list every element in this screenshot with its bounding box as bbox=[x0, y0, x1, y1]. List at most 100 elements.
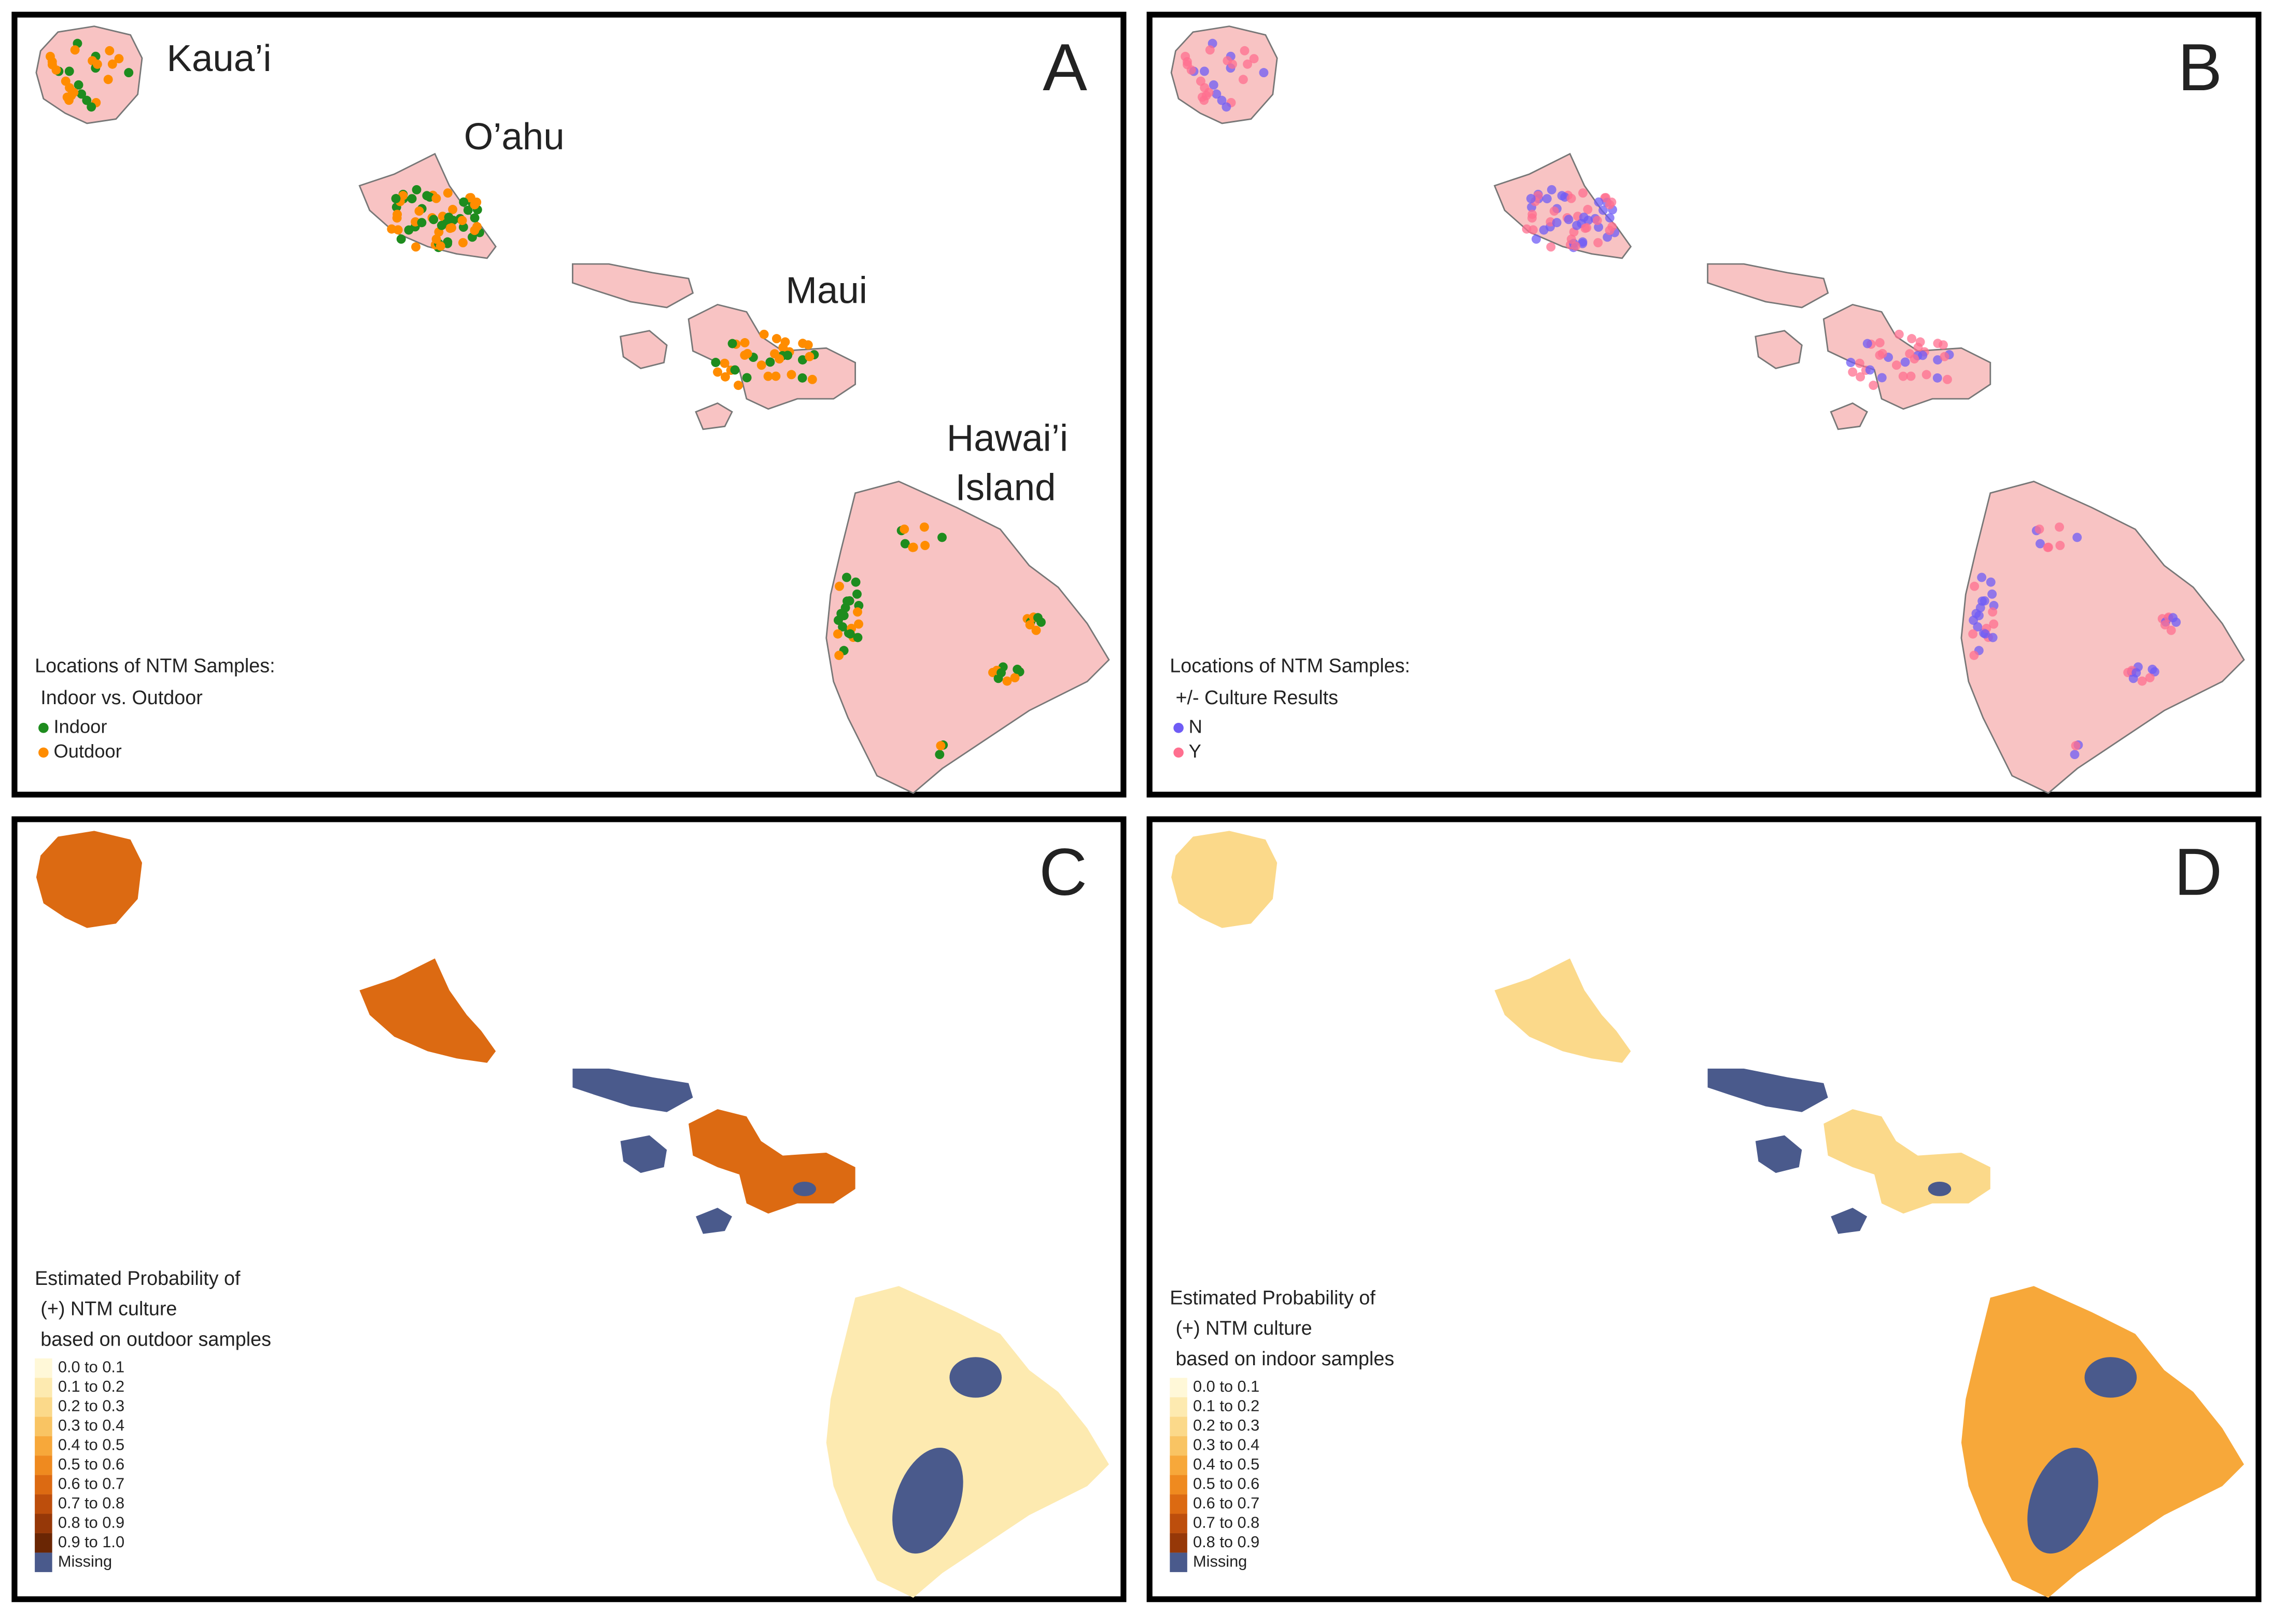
island bbox=[35, 25, 143, 124]
sample-point bbox=[854, 619, 864, 629]
sample-point bbox=[1209, 80, 1218, 90]
legend-label: 0.8 to 0.9 bbox=[1193, 1533, 1259, 1551]
sample-point bbox=[842, 572, 851, 582]
island-label: Kaua’i bbox=[167, 37, 272, 79]
sample-point bbox=[900, 539, 910, 549]
sample-point bbox=[1583, 205, 1593, 214]
sample-point bbox=[1968, 629, 1978, 639]
legend-swatch bbox=[1170, 1494, 1187, 1514]
sample-point bbox=[1243, 59, 1252, 69]
sample-point bbox=[1196, 76, 1205, 86]
sample-point bbox=[720, 358, 729, 368]
sample-point bbox=[2035, 524, 2044, 534]
sample-point bbox=[734, 381, 743, 390]
sample-point bbox=[763, 371, 773, 381]
sample-point bbox=[1970, 581, 1980, 591]
sample-point bbox=[1240, 46, 1250, 55]
sample-point bbox=[431, 234, 441, 244]
legend-label: 0.4 to 0.5 bbox=[58, 1436, 124, 1454]
sample-point bbox=[1605, 226, 1615, 235]
sample-point bbox=[1582, 223, 1592, 233]
sample-point bbox=[1940, 352, 1949, 361]
sample-point bbox=[1987, 589, 1997, 599]
sample-point bbox=[2043, 542, 2053, 552]
sample-point bbox=[1918, 351, 1928, 360]
sample-point bbox=[838, 622, 847, 632]
panel-letter: A bbox=[1043, 31, 1087, 105]
legend-swatch bbox=[35, 1436, 52, 1456]
missing-area bbox=[2084, 1357, 2137, 1398]
sample-point bbox=[1846, 358, 1856, 367]
sample-point bbox=[765, 357, 775, 367]
legend-label: 0.6 to 0.7 bbox=[58, 1474, 124, 1492]
legend-swatch bbox=[1173, 747, 1184, 758]
legend-title: Estimated Probability of bbox=[35, 1267, 241, 1289]
sample-point bbox=[64, 66, 74, 76]
legend-label: 0.5 to 0.6 bbox=[58, 1455, 124, 1473]
sample-point bbox=[69, 88, 79, 97]
sample-point bbox=[1579, 213, 1589, 222]
sample-point bbox=[2055, 522, 2064, 532]
sample-point bbox=[1900, 357, 1910, 367]
legend-swatch bbox=[35, 1552, 52, 1572]
legend-swatch bbox=[1170, 1397, 1187, 1417]
sample-point bbox=[74, 80, 83, 90]
sample-point bbox=[935, 750, 945, 760]
sample-point bbox=[1031, 625, 1041, 635]
sample-point bbox=[396, 234, 406, 244]
sample-point bbox=[851, 577, 861, 587]
legend-swatch bbox=[1170, 1533, 1187, 1553]
sample-point bbox=[2036, 539, 2045, 549]
sample-point bbox=[852, 589, 862, 599]
sample-point bbox=[742, 349, 752, 358]
sample-point bbox=[1848, 367, 1858, 377]
legend-label: N bbox=[1189, 716, 1202, 737]
legend-label: 0.3 to 0.4 bbox=[58, 1416, 124, 1434]
sample-point bbox=[437, 220, 446, 230]
sample-point bbox=[783, 351, 793, 360]
sample-point bbox=[457, 216, 467, 226]
island bbox=[1755, 330, 1803, 369]
sample-point bbox=[82, 95, 92, 105]
panel-letter: D bbox=[2174, 835, 2222, 909]
sample-point bbox=[1906, 371, 1916, 381]
sample-point bbox=[1547, 185, 1556, 194]
sample-point bbox=[833, 629, 843, 639]
panel: D Estimated Probability of (+) NTM culture… bbox=[1146, 816, 2262, 1602]
sample-point bbox=[1013, 664, 1022, 674]
legend-swatch bbox=[1170, 1455, 1187, 1475]
panel: A Kaua’i O’ahu Maui Hawai’i Island Locations o… bbox=[11, 11, 1127, 798]
sample-point bbox=[1025, 620, 1035, 629]
island bbox=[1170, 25, 1278, 124]
sample-point bbox=[1186, 65, 1196, 75]
sample-point bbox=[407, 194, 417, 204]
missing-area bbox=[793, 1181, 817, 1196]
sample-point bbox=[853, 633, 863, 642]
sample-point bbox=[443, 188, 453, 198]
legend-label: Outdoor bbox=[53, 740, 121, 762]
sample-point bbox=[1933, 339, 1943, 348]
sample-point bbox=[840, 603, 850, 612]
island bbox=[620, 1135, 667, 1173]
legend-label: Indoor bbox=[53, 716, 107, 737]
sample-point bbox=[1977, 572, 1987, 582]
sample-point bbox=[807, 374, 817, 384]
legend-title: based on indoor samples bbox=[1175, 1348, 1394, 1369]
sample-point bbox=[1898, 371, 1908, 381]
sample-point bbox=[1539, 225, 1549, 235]
sample-point bbox=[458, 238, 468, 248]
sample-point bbox=[404, 225, 414, 235]
sample-point bbox=[412, 185, 422, 194]
island-label: Maui bbox=[785, 269, 867, 311]
sample-point bbox=[1980, 596, 1989, 606]
legend-swatch bbox=[35, 1417, 52, 1436]
panel-letter: C bbox=[1039, 835, 1087, 909]
sample-point bbox=[436, 241, 445, 251]
sample-point bbox=[1989, 619, 1999, 629]
sample-point bbox=[1891, 360, 1901, 370]
sample-point bbox=[411, 242, 420, 252]
sample-point bbox=[448, 205, 458, 214]
island bbox=[1707, 263, 1829, 309]
legend-label: 0.8 to 0.9 bbox=[58, 1513, 124, 1531]
sample-point bbox=[1593, 238, 1603, 248]
